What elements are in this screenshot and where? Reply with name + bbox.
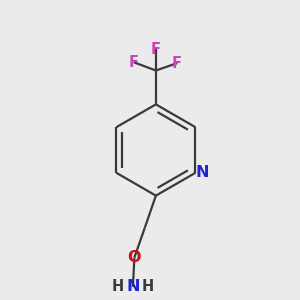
Text: F: F [151, 42, 161, 57]
Text: F: F [172, 56, 182, 70]
Text: F: F [129, 55, 139, 70]
Text: O: O [128, 250, 141, 265]
Text: H: H [142, 279, 154, 294]
Text: H: H [112, 279, 124, 294]
Text: N: N [195, 165, 208, 180]
Text: N: N [126, 279, 140, 294]
